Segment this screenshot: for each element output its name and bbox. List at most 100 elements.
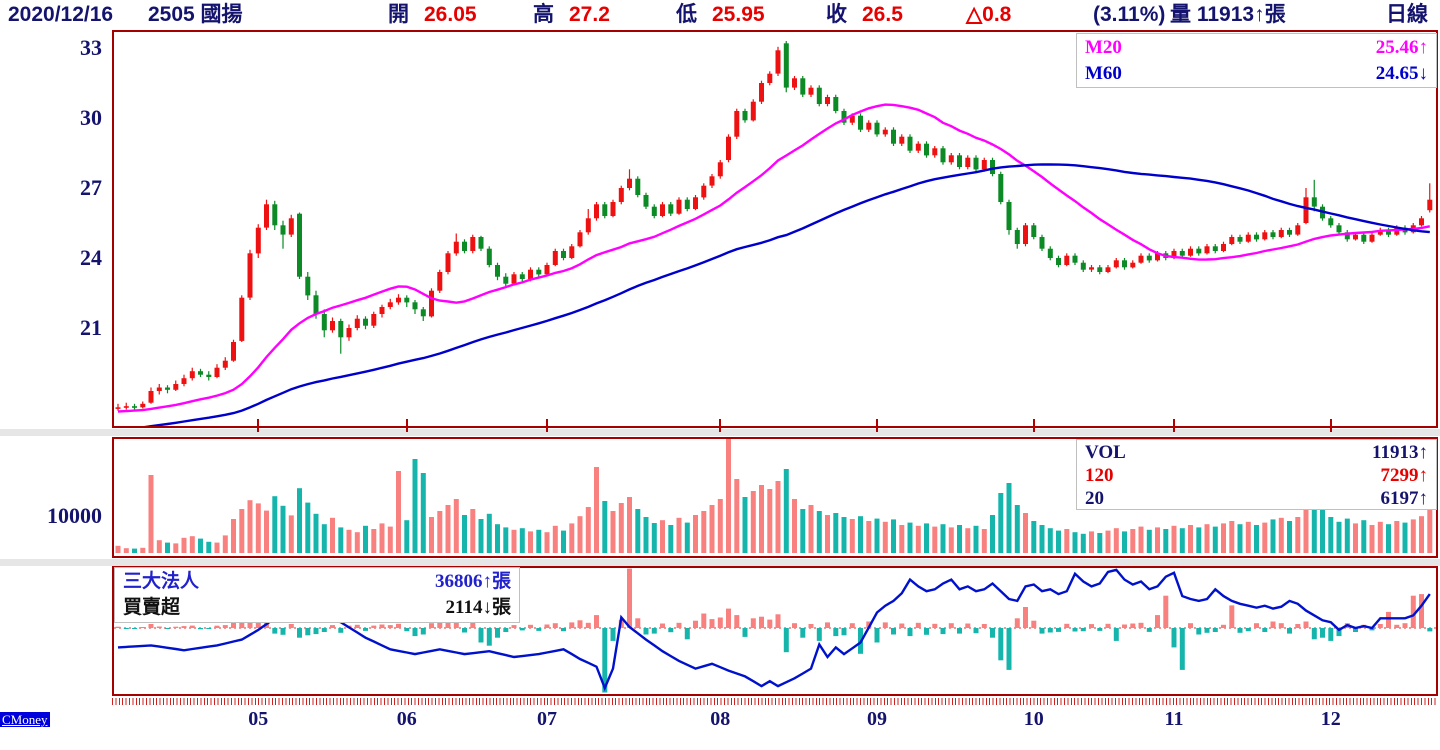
candle: [882, 129, 888, 135]
month-label: 12: [1320, 708, 1341, 730]
volume-bar: [915, 525, 921, 553]
candle: [1419, 218, 1424, 226]
candle: [247, 253, 253, 298]
net-bar: [288, 624, 294, 628]
net-bar: [767, 619, 773, 628]
net-bar: [305, 628, 311, 636]
candle: [1377, 230, 1383, 235]
volume-bar: [1204, 524, 1210, 553]
candlestick-chart[interactable]: [114, 32, 1436, 426]
net-bar: [354, 624, 360, 628]
candle: [825, 97, 830, 104]
candle: [486, 248, 492, 265]
net-bar: [503, 628, 509, 632]
net-bar: [874, 628, 880, 643]
candle: [1369, 234, 1375, 242]
candle: [1270, 232, 1276, 237]
net-bar: [1146, 628, 1152, 632]
institutional-legend-value: 36806↑張: [434, 571, 511, 592]
net-bar: [1410, 595, 1416, 628]
net-bar: [676, 622, 682, 628]
candle: [643, 195, 649, 207]
volume-bar: [544, 532, 550, 553]
candle: [478, 237, 484, 249]
candle: [371, 314, 377, 326]
volume-bar: [808, 505, 814, 553]
candle: [198, 371, 203, 375]
candle: [1039, 237, 1045, 249]
candle: [387, 302, 393, 307]
candle: [321, 314, 327, 331]
candle: [1386, 230, 1391, 235]
price-y-axis-label: 30: [80, 105, 102, 130]
net-bar: [825, 622, 830, 628]
institutional-legend: 三大法人 36806↑張 買賣超 2114↓張: [114, 567, 520, 623]
volume-bar: [1303, 487, 1309, 553]
candle: [511, 274, 517, 284]
candle: [519, 274, 525, 279]
month-label: 07: [537, 708, 557, 730]
volume-bar: [156, 540, 162, 553]
net-bar: [1287, 628, 1292, 634]
netbuysell-legend-label: 買賣超: [123, 597, 181, 618]
net-bar: [255, 618, 261, 628]
change-percent: (3.11%): [1093, 3, 1166, 26]
volume-bar: [486, 513, 492, 553]
open-value: 26.05: [424, 3, 477, 26]
net-bar: [148, 624, 154, 628]
volume-bar: [1146, 529, 1152, 553]
volume-bar: [1122, 531, 1127, 553]
net-bar: [800, 628, 806, 638]
net-bar: [1031, 620, 1037, 628]
candle: [783, 43, 789, 88]
net-bar: [1097, 628, 1103, 631]
volume-bar: [1320, 507, 1325, 553]
net-bar: [404, 628, 410, 632]
candle: [1097, 267, 1103, 272]
volume-bar: [734, 479, 740, 553]
candle: [305, 276, 311, 296]
net-bar: [1402, 623, 1408, 628]
candle: [528, 269, 533, 279]
net-bar: [1113, 628, 1119, 641]
candle: [957, 155, 962, 167]
volume-bar: [965, 528, 971, 553]
volume-bar: [973, 525, 979, 553]
volume-bar: [569, 523, 575, 553]
net-bar: [420, 628, 426, 635]
candle: [214, 367, 220, 377]
candle: [808, 87, 814, 95]
volume-bar: [478, 519, 484, 553]
vol120-legend-label: 120: [1085, 465, 1114, 486]
volume-bars-chart[interactable]: [114, 439, 1436, 556]
net-bar: [198, 628, 203, 630]
volume-bar: [1270, 519, 1276, 553]
volume-bar: [123, 548, 129, 553]
price-y-axis-label: 33: [80, 35, 102, 60]
net-bar: [519, 628, 525, 631]
candle: [841, 111, 847, 123]
month-tick: [1032, 419, 1035, 432]
low-value: 25.95: [712, 3, 765, 26]
period-selector[interactable]: 日線: [1386, 3, 1428, 26]
net-bar: [635, 618, 641, 628]
volume-bar: [825, 515, 830, 553]
candle: [1196, 248, 1202, 254]
volume-bar: [247, 500, 253, 553]
volume-bar: [882, 521, 888, 553]
month-label: 11: [1164, 708, 1184, 730]
candle: [156, 387, 162, 391]
volume-bars-group: [115, 439, 1433, 553]
volume-bar: [1336, 521, 1342, 553]
net-bar: [948, 623, 954, 628]
candle: [1047, 248, 1053, 258]
net-bar: [132, 628, 137, 629]
volume-bar: [140, 547, 146, 553]
month-label: 10: [1023, 708, 1044, 730]
volume-bar: [462, 515, 467, 553]
net-bar: [684, 628, 690, 640]
net-bar: [594, 615, 599, 628]
net-bar: [437, 621, 443, 628]
volume-bar: [676, 517, 682, 553]
volume-bar: [1080, 533, 1086, 553]
